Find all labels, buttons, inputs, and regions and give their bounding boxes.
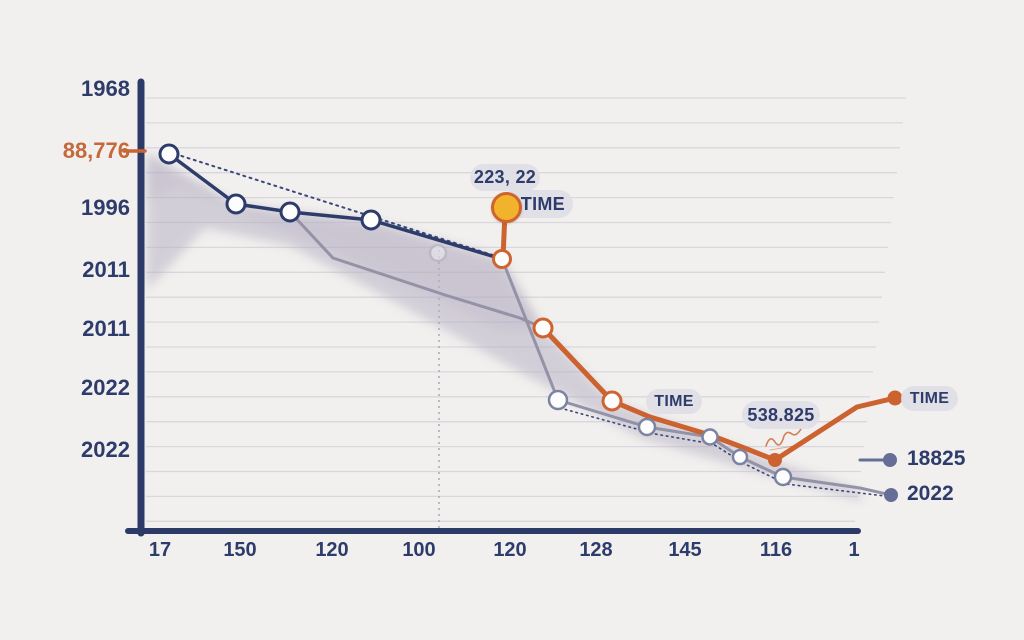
y-tick-label: 2022 — [81, 375, 130, 400]
y-axis-labels: 1968 88,776 1996 2011 2011 2022 2022 — [63, 76, 130, 462]
x-axis-labels: 17 150 120 100 120 128 145 116 1 — [149, 539, 860, 561]
x-tick-label: 120 — [315, 539, 348, 561]
y-tick-label: 88,776 — [63, 138, 130, 163]
data-point-marker — [637, 417, 657, 437]
y-tick-label: 2022 — [81, 437, 130, 462]
x-tick-label: 17 — [149, 539, 171, 561]
y-tick-label: 1996 — [81, 195, 130, 220]
time-badge-mid: TIME — [646, 389, 702, 414]
time-badge-top-text: TIME — [520, 193, 565, 214]
data-point-marker — [768, 453, 782, 467]
data-point-marker — [887, 390, 903, 406]
legend-18825-text: 18825 — [907, 447, 966, 470]
x-tick-label: 100 — [402, 539, 435, 561]
y-tick-label: 2011 — [82, 316, 130, 341]
data-point-marker — [701, 428, 719, 446]
legend-2022-text: 2022 — [907, 482, 954, 505]
x-tick-label: 120 — [493, 539, 526, 561]
data-point-marker — [731, 448, 749, 466]
series-gray-steep — [500, 257, 560, 402]
data-point-marker — [547, 389, 569, 411]
y-tick-label: 2011 — [82, 257, 130, 282]
shaded-area-inner — [147, 155, 543, 330]
point-value-badge: 223, 22 — [470, 164, 540, 191]
point-value-text: 223, 22 — [473, 167, 537, 187]
data-point-marker — [884, 488, 898, 502]
data-point-marker — [158, 143, 180, 165]
data-point-marker — [601, 390, 623, 412]
data-point-marker — [773, 467, 793, 487]
time-badge-mid-text: TIME — [654, 392, 694, 410]
legend-time-text: TIME — [909, 389, 950, 407]
scribble-annotation — [765, 428, 802, 451]
legend-entry-18825: 18825 — [907, 447, 965, 471]
legend-entry-2022: 2022 — [907, 482, 954, 506]
series-trend-dashed — [168, 151, 503, 259]
x-tick-label: 116 — [760, 539, 792, 561]
x-tick-label: 128 — [579, 539, 612, 561]
y-tick-label: 1968 — [81, 76, 130, 101]
value-badge-text: 538.825 — [747, 404, 815, 425]
highlight-pin-icon — [491, 192, 522, 223]
x-tick-label: 145 — [668, 539, 701, 561]
data-point-marker — [428, 243, 448, 263]
x-tick-label: 1 — [848, 539, 859, 561]
legend-time-badge: TIME — [901, 386, 958, 411]
series-gray-lower — [556, 398, 893, 497]
data-point-marker — [532, 317, 554, 339]
value-badge: 538.825 — [742, 401, 820, 429]
data-point-marker — [883, 453, 897, 467]
data-point-marker — [279, 201, 301, 223]
data-point-marker — [360, 209, 382, 231]
data-point-marker — [492, 249, 512, 269]
data-point-marker — [225, 193, 247, 215]
x-tick-label: 150 — [223, 539, 256, 561]
